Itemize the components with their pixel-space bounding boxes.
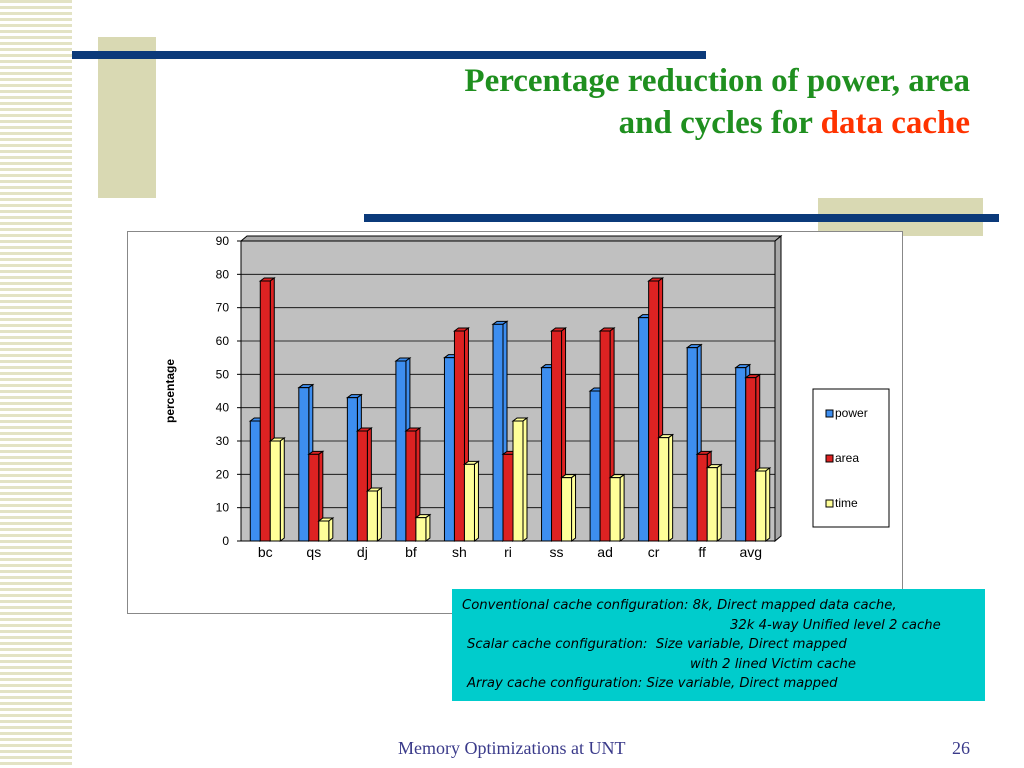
slide-title: Percentage reduction of power, area and … [250,60,970,144]
info-line-2: 32k 4-way Unified level 2 cache [730,617,941,633]
bar-time-ss [561,477,573,542]
y-axis-label: percentage [163,359,177,423]
bar-power-sh [443,357,455,542]
bar-time-ad [609,477,621,542]
bar-side [716,463,722,542]
info-line-4: with 2 lined Victim cache [690,656,856,672]
bar-time-bc [269,440,281,542]
bar-area-cr [648,280,660,542]
bar-power-bf [395,360,407,542]
y-tick-label: 0 [222,534,229,548]
bar-area-ri [502,453,514,542]
bar-time-qs [318,520,330,542]
bar-power-ad [589,390,601,542]
decor-bar-middle [364,214,999,222]
bar-time-bf [415,517,427,542]
bar-time-ff [706,467,718,542]
bar-power-ri [492,323,504,542]
plot-top-wall [239,235,783,242]
title-line-2-prefix: and cycles for [618,105,821,141]
y-tick-label: 60 [216,334,230,348]
bar-power-avg [735,367,747,542]
bar-area-sh [453,330,465,542]
bar-area-ss [551,330,563,542]
x-tick-label: qs [306,544,321,560]
bar-time-sh [463,463,475,542]
x-tick-label: ad [597,544,613,560]
x-tick-label: avg [739,544,762,560]
bar-side [619,473,625,542]
config-info-box: Conventional cache configuration: 8k, Di… [452,589,985,701]
y-tick-label: 50 [216,367,230,381]
bar-side [376,487,382,542]
x-tick-label: bc [258,544,273,560]
plot-side-wall [774,234,782,543]
title-line-1: Percentage reduction of power, area [464,63,970,99]
x-tick-label: bf [405,544,417,560]
y-tick-label: 70 [216,301,230,315]
y-tick-label: 40 [216,401,230,415]
bar-power-ff [686,347,698,542]
footer-caption: Memory Optimizations at UNT [398,738,626,758]
bar-side [425,513,431,542]
page-number: 26 [952,738,970,758]
info-line-5: Array cache configuration: Size variable… [467,676,838,691]
title-accent: data cache [820,105,970,141]
bar-side [765,467,771,542]
title-line-2: and cycles for data cache [250,102,970,144]
y-tick-label: 30 [216,434,230,448]
y-tick-label: 90 [216,234,230,248]
bar-time-dj [366,490,378,542]
decor-block-left [98,37,156,198]
bar-area-dj [356,430,368,542]
x-tick-label: cr [648,544,660,560]
bar-area-qs [308,453,320,542]
x-tick-label: sh [452,544,467,560]
legend-swatch-area [825,454,834,463]
legend-label-area: area [835,451,859,465]
info-line-3: Scalar cache configuration: Size variabl… [467,637,847,652]
bar-power-cr [638,317,650,542]
bar-power-ss [541,367,553,542]
x-tick-label: ss [550,544,564,560]
x-tick-label: ff [698,544,706,560]
decor-bar-top [72,51,706,59]
legend-swatch-time [825,499,834,508]
bar-area-avg [745,377,757,542]
bar-chart: 0 10 20 30 40 50 60 70 80 90 percentage bc qs dj bf sh r… [163,234,890,560]
decorative-stripes [0,0,72,768]
y-tick-label: 20 [216,467,230,481]
bar-area-bc [259,280,271,542]
bar-area-bf [405,430,417,542]
bar-area-ff [696,453,708,542]
bar-side [473,460,479,542]
info-line-1: Conventional cache configuration: 8k, Di… [462,598,897,613]
bar-side [279,437,285,542]
bar-power-bc [249,420,261,542]
y-tick-label: 80 [216,267,230,281]
bar-time-cr [658,437,670,542]
bar-side [522,417,528,542]
bar-power-dj [346,397,358,542]
bar-time-avg [755,470,767,542]
bar-power-qs [298,387,310,542]
bar-side [668,433,674,542]
bar-area-ad [599,330,611,542]
bar-side [571,473,577,542]
legend-label-time: time [835,496,858,510]
bar-time-ri [512,420,524,542]
bar-side [328,517,334,542]
legend-swatch-power [825,409,834,418]
x-tick-label: dj [357,544,368,560]
x-tick-label: ri [504,544,512,560]
legend-label-power: power [835,406,868,420]
y-tick-label: 10 [216,501,230,515]
